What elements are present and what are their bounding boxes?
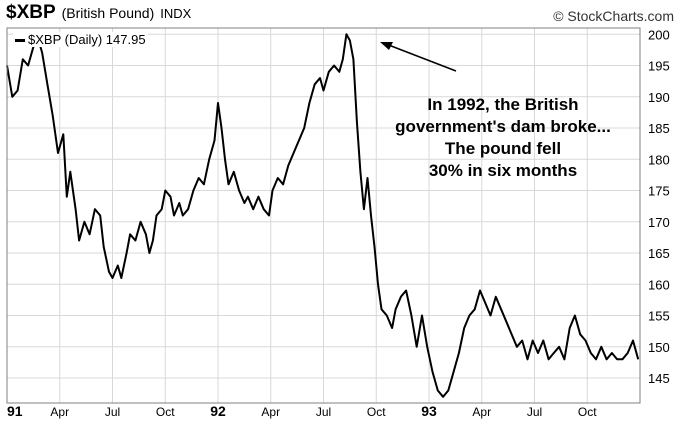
instrument-name: (British Pound) xyxy=(61,5,155,21)
y-tick-label: 145 xyxy=(648,371,670,386)
annotation-line: In 1992, the British xyxy=(427,95,579,114)
x-tick-label: Oct xyxy=(367,405,386,419)
price-line xyxy=(6,33,640,398)
y-axis-ticks: 145 150 155 160 165 170 175 180 185 190 195 200 xyxy=(648,27,670,386)
y-tick-label: 195 xyxy=(648,59,670,74)
x-tick-label: Oct xyxy=(578,405,597,419)
x-tick-label: Apr xyxy=(261,405,280,419)
annotation-arrow xyxy=(380,42,457,72)
ticker-symbol: $XBP xyxy=(6,2,56,23)
legend: $XBP (Daily) 147.95 xyxy=(13,32,148,47)
annotation-line: 30% in six months xyxy=(428,161,578,180)
x-tick-label: Apr xyxy=(50,405,69,419)
x-tick-label: Apr xyxy=(472,405,491,419)
y-tick-label: 190 xyxy=(648,90,670,105)
x-tick-label: Oct xyxy=(156,405,175,419)
y-tick-label: 155 xyxy=(648,309,670,324)
x-tick-label: 93 xyxy=(421,403,437,419)
exchange-label: INDX xyxy=(160,6,192,21)
annotation-line: The pound fell xyxy=(444,139,562,158)
x-tick-label: 92 xyxy=(210,403,226,419)
annotation-text: In 1992, the British government's dam br… xyxy=(370,94,636,182)
y-tick-label: 160 xyxy=(648,277,670,292)
y-tick-label: 175 xyxy=(648,184,670,199)
x-tick-label: Jul xyxy=(105,405,120,419)
plot-border xyxy=(6,27,641,404)
y-tick-label: 185 xyxy=(648,121,670,136)
y-tick-label: 170 xyxy=(648,215,670,230)
x-tick-label: Jul xyxy=(316,405,331,419)
annotation-line: government's dam broke... xyxy=(395,117,611,136)
x-tick-label: 91 xyxy=(7,403,23,419)
y-tick-label: 165 xyxy=(648,246,670,261)
x-tick-label: Jul xyxy=(527,405,542,419)
legend-swatch xyxy=(15,39,25,43)
chart-header: $XBP (British Pound) INDX xyxy=(6,2,191,28)
y-tick-label: 200 xyxy=(648,27,670,42)
x-axis-ticks: 91 Apr Jul Oct 92 Apr Jul Oct 93 Apr Jul Oct xyxy=(7,403,597,419)
grid xyxy=(6,28,640,403)
brand-watermark: © StockCharts.com xyxy=(553,8,674,24)
y-tick-label: 150 xyxy=(648,340,670,355)
legend-label: $XBP (Daily) 147.95 xyxy=(28,32,146,47)
y-tick-label: 180 xyxy=(648,152,670,167)
